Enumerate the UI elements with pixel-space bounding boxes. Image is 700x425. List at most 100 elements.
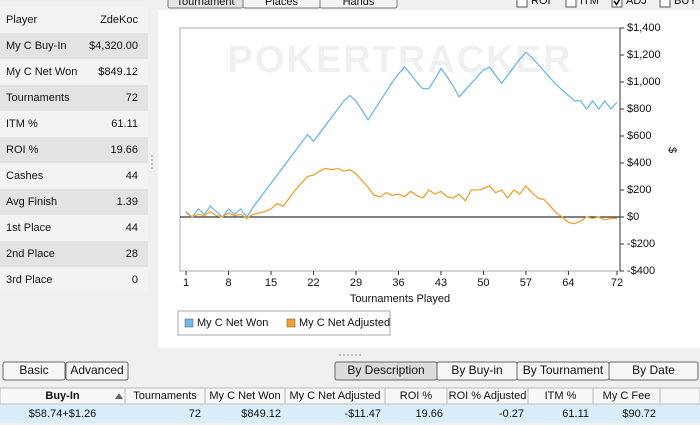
x-tick-label: 36 bbox=[392, 277, 404, 289]
table-cell: $58.74+$1.26 bbox=[29, 408, 97, 420]
table-cell: 61.11 bbox=[562, 408, 589, 420]
stat-row bbox=[0, 111, 148, 137]
stat-row bbox=[0, 59, 148, 85]
watermark: POKERTRACKER bbox=[228, 39, 573, 81]
stat-value: ZdeKoc bbox=[100, 14, 138, 26]
stat-label: ITM % bbox=[6, 118, 38, 130]
column-header[interactable]: My C Fee bbox=[603, 390, 651, 402]
tab-label: Hands bbox=[343, 0, 375, 8]
table-row[interactable] bbox=[0, 405, 700, 423]
stat-value: $4,320.00 bbox=[89, 40, 138, 52]
checkbox-label: ROI bbox=[531, 0, 551, 7]
stat-value: 44 bbox=[126, 170, 138, 182]
stat-label: Cashes bbox=[6, 170, 44, 182]
x-tick-label: 72 bbox=[611, 277, 623, 289]
splitter-horizontal bbox=[339, 354, 361, 356]
column-header[interactable]: ROI % Adjusted bbox=[449, 390, 527, 402]
stat-label: ROI % bbox=[6, 144, 39, 156]
column-header[interactable]: ROI % bbox=[400, 390, 433, 402]
stat-row bbox=[0, 85, 148, 111]
y-tick-label: $1,400 bbox=[627, 22, 661, 34]
x-tick-label: 8 bbox=[225, 277, 231, 289]
legend-swatch bbox=[184, 318, 194, 328]
column-header[interactable]: My C Net Won bbox=[209, 390, 280, 402]
stat-value: 44 bbox=[126, 222, 138, 234]
button[interactable] bbox=[2, 361, 66, 381]
table-cell: 19.66 bbox=[415, 408, 443, 420]
button-label: By Buy-in bbox=[451, 363, 502, 377]
column-header[interactable]: ITM % bbox=[545, 390, 577, 402]
x-tick-label: 64 bbox=[562, 277, 574, 289]
button-label: By Date bbox=[632, 363, 675, 377]
chart-panel bbox=[158, 10, 700, 348]
tab[interactable] bbox=[319, 0, 398, 9]
x-tick-label: 43 bbox=[435, 277, 447, 289]
x-tick-label: 29 bbox=[350, 277, 362, 289]
stat-value: 72 bbox=[126, 92, 138, 104]
y-tick-label: $600 bbox=[627, 130, 651, 142]
x-tick-label: 1 bbox=[183, 277, 189, 289]
x-tick-label: 50 bbox=[477, 277, 489, 289]
column-header[interactable]: Buy-In bbox=[45, 390, 80, 402]
checkbox[interactable] bbox=[565, 0, 577, 8]
stat-row bbox=[0, 137, 148, 163]
legend-label: My C Net Adjusted bbox=[299, 317, 390, 329]
checkbox[interactable] bbox=[659, 0, 671, 8]
stat-value: 1.39 bbox=[117, 196, 138, 208]
stat-value: $849.12 bbox=[98, 66, 138, 78]
button-label: Advanced bbox=[70, 363, 123, 377]
stat-row bbox=[0, 33, 148, 59]
stat-value: 61.11 bbox=[111, 118, 138, 130]
checkbox-label: ITM bbox=[580, 0, 599, 7]
table-cell: $849.12 bbox=[241, 408, 281, 420]
stat-label: 2nd Place bbox=[6, 248, 55, 260]
button-label: By Description bbox=[347, 363, 424, 377]
y-tick-label: $1,200 bbox=[627, 49, 661, 61]
stat-row bbox=[0, 215, 148, 241]
table-cell: $90.72 bbox=[622, 408, 656, 420]
y-axis-label: $ bbox=[666, 147, 678, 153]
x-tick-label: 22 bbox=[307, 277, 319, 289]
x-axis-label: Tournaments Played bbox=[350, 293, 450, 305]
stat-row bbox=[0, 241, 148, 267]
stat-label: My C Buy-In bbox=[6, 40, 67, 52]
button[interactable] bbox=[608, 361, 699, 381]
stat-label: 3rd Place bbox=[6, 274, 52, 286]
checkbox[interactable] bbox=[516, 0, 528, 8]
column-header[interactable]: My C Net Adjusted bbox=[289, 390, 380, 402]
table-cell: -$11.47 bbox=[345, 408, 382, 420]
button[interactable] bbox=[65, 361, 129, 381]
legend-swatch bbox=[286, 318, 296, 328]
y-tick-label: -$400 bbox=[627, 265, 655, 277]
stat-value: 28 bbox=[126, 248, 138, 260]
y-tick-label: $400 bbox=[627, 157, 651, 169]
legend-label: My C Net Won bbox=[197, 317, 268, 329]
button-label: Basic bbox=[19, 363, 48, 377]
stat-row bbox=[0, 163, 148, 189]
stat-row bbox=[0, 267, 148, 293]
tab-label: Places bbox=[265, 0, 299, 8]
y-tick-label: $800 bbox=[627, 103, 651, 115]
data-line bbox=[185, 167, 617, 225]
data-line bbox=[185, 51, 618, 219]
table-cell: 72 bbox=[189, 408, 201, 420]
tab-label: Tournament bbox=[176, 0, 234, 8]
stat-row bbox=[0, 7, 148, 33]
stat-label: My C Net Won bbox=[6, 66, 77, 78]
checkbox-label: ADJ bbox=[626, 0, 647, 7]
checkbox-label: BUY bbox=[674, 0, 697, 7]
x-tick-label: 57 bbox=[520, 277, 532, 289]
table-header bbox=[0, 387, 700, 405]
stat-label: Avg Finish bbox=[6, 196, 57, 208]
stat-label: 1st Place bbox=[6, 222, 51, 234]
stat-label: Tournaments bbox=[6, 92, 70, 104]
x-tick-label: 15 bbox=[265, 277, 277, 289]
button-label: By Tournament bbox=[523, 363, 604, 377]
sort-arrow bbox=[115, 393, 123, 399]
column-header[interactable]: Tournaments bbox=[133, 390, 197, 402]
checkmark bbox=[613, 0, 621, 6]
stat-row bbox=[0, 189, 148, 215]
y-tick-label: -$200 bbox=[627, 238, 655, 250]
y-tick-label: $0 bbox=[627, 211, 639, 223]
